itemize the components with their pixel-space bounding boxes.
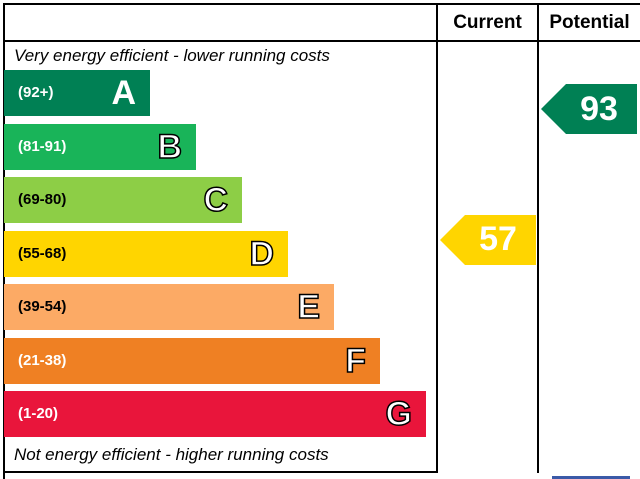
band-c: (69-80) C (4, 177, 242, 223)
band-range-label: (69-80) (18, 191, 67, 208)
band-letter: C (203, 180, 229, 220)
current-rating-arrow: 57 (440, 214, 536, 265)
band-range-label: (21-38) (18, 351, 67, 369)
band-letter: B (157, 127, 183, 167)
divider-potential (537, 3, 539, 473)
blue-corner-mark (552, 476, 630, 479)
band-range-label: (92+) (18, 84, 54, 101)
band-range-label: (55-68) (18, 244, 67, 262)
column-header-current: Current (453, 12, 522, 33)
potential-rating-value: 93 (580, 89, 618, 128)
band-letter: E (297, 287, 321, 327)
caption-top: Very energy efficient - lower running co… (14, 46, 330, 65)
band-range-label: (39-54) (18, 298, 67, 315)
divider-current (436, 3, 438, 473)
potential-rating-arrow: 93 (541, 84, 637, 134)
band-range-label: (1-20) (18, 405, 59, 422)
band-b: (81-91) B (4, 123, 196, 170)
band-letter: D (249, 234, 275, 274)
band-e: (39-54) E (4, 284, 334, 330)
band-letter: F (344, 341, 366, 381)
header-rule (3, 40, 640, 42)
current-rating-value: 57 (479, 220, 517, 258)
band-f: (21-38) F (4, 337, 380, 384)
band-d: (55-68) D (4, 230, 288, 277)
band-letter: G (385, 394, 413, 434)
band-letter: A (111, 74, 136, 112)
band-range-label: (81-91) (18, 137, 67, 155)
footer-rule (3, 471, 438, 473)
band-a: (92+) A (4, 70, 150, 116)
band-g: (1-20) G (4, 391, 426, 437)
caption-bottom: Not energy efficient - higher running co… (14, 445, 329, 464)
column-header-potential: Potential (549, 12, 630, 33)
